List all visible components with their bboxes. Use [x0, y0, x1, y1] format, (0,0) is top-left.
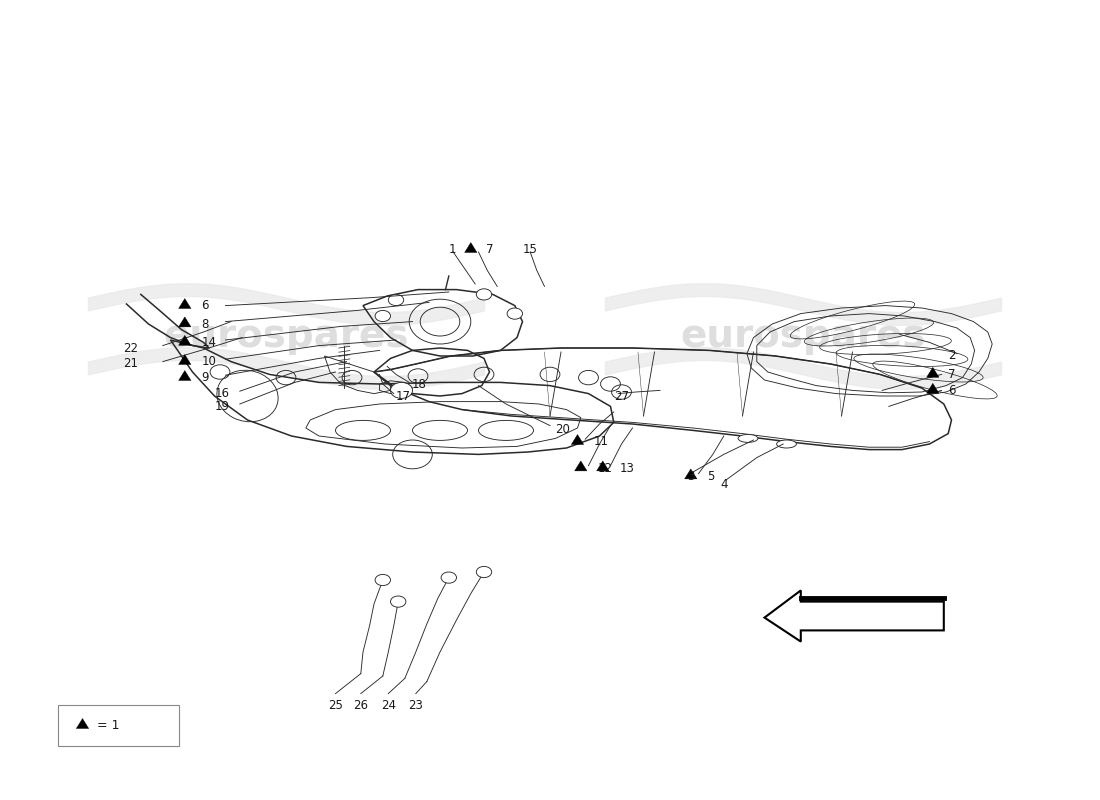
Text: 1: 1: [449, 243, 456, 256]
Polygon shape: [178, 370, 191, 381]
Text: 23: 23: [408, 699, 424, 712]
Text: 2: 2: [948, 350, 956, 362]
Text: 10: 10: [201, 355, 217, 368]
Polygon shape: [926, 383, 939, 394]
Text: 14: 14: [201, 336, 217, 349]
Text: 6: 6: [201, 299, 209, 312]
Polygon shape: [178, 354, 191, 365]
Text: 6: 6: [948, 384, 956, 397]
Text: 11: 11: [594, 435, 609, 448]
Circle shape: [375, 574, 390, 586]
Polygon shape: [571, 434, 584, 445]
Polygon shape: [684, 469, 697, 479]
Polygon shape: [926, 367, 939, 378]
Polygon shape: [178, 335, 191, 346]
Ellipse shape: [738, 434, 758, 442]
Circle shape: [390, 382, 412, 398]
Circle shape: [476, 566, 492, 578]
Text: 7: 7: [486, 243, 494, 256]
Text: = 1: = 1: [97, 719, 119, 732]
Text: 21: 21: [123, 358, 139, 370]
Circle shape: [375, 310, 390, 322]
Circle shape: [390, 596, 406, 607]
Text: 20: 20: [556, 423, 571, 436]
Text: 5: 5: [707, 470, 715, 482]
Text: 26: 26: [353, 699, 369, 712]
Text: 13: 13: [619, 462, 635, 474]
Circle shape: [388, 294, 404, 306]
Polygon shape: [596, 461, 609, 471]
Text: 16: 16: [214, 387, 230, 400]
Text: 9: 9: [201, 371, 209, 384]
Polygon shape: [464, 242, 477, 253]
Text: 4: 4: [720, 478, 728, 490]
Text: 15: 15: [522, 243, 538, 256]
Text: 8: 8: [201, 318, 209, 330]
Text: 18: 18: [411, 378, 427, 391]
Text: eurospares: eurospares: [680, 317, 926, 355]
Text: 7: 7: [948, 368, 956, 381]
Circle shape: [476, 289, 492, 300]
Text: 27: 27: [614, 390, 629, 402]
Ellipse shape: [777, 440, 796, 448]
Polygon shape: [76, 718, 89, 729]
Text: 25: 25: [328, 699, 343, 712]
Polygon shape: [178, 298, 191, 309]
Text: 24: 24: [381, 699, 396, 712]
Polygon shape: [178, 317, 191, 327]
Text: 3: 3: [688, 470, 695, 482]
Polygon shape: [574, 461, 587, 471]
Text: eurospares: eurospares: [163, 317, 409, 355]
Text: 22: 22: [123, 342, 139, 354]
Text: 17: 17: [396, 390, 411, 402]
Text: 12: 12: [597, 462, 613, 474]
Text: 19: 19: [214, 400, 230, 413]
Circle shape: [507, 308, 522, 319]
Circle shape: [441, 572, 456, 583]
